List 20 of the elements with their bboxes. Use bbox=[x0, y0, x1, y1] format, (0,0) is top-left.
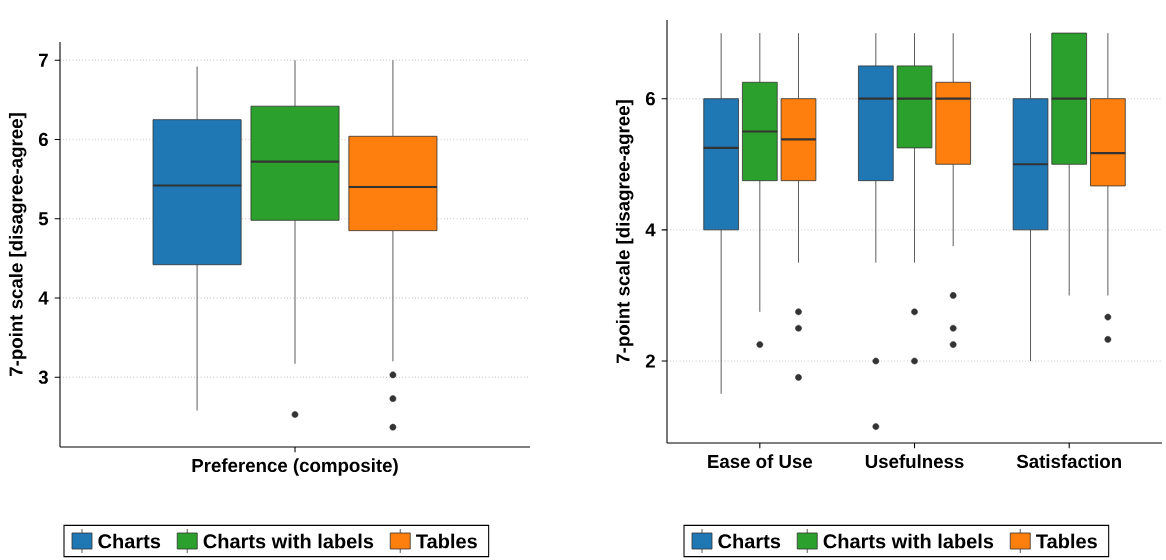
legend-label: Tables bbox=[416, 533, 477, 549]
y-tick-label: 3 bbox=[38, 370, 48, 384]
x-tick-label: Preference (composite) bbox=[192, 458, 398, 476]
y-tick-label: 4 bbox=[645, 223, 656, 237]
legend-label: Tables bbox=[1036, 533, 1097, 549]
y-tick-label: 2 bbox=[645, 354, 655, 368]
legend-label: Charts bbox=[98, 533, 161, 549]
x-tick-label: Usefulness bbox=[865, 454, 964, 469]
legend-label: Charts with labels bbox=[203, 533, 374, 549]
legend-label: Charts bbox=[718, 533, 781, 549]
y-tick-label: 6 bbox=[645, 92, 655, 106]
y-axis-title: 7-point scale [disagree-agree] bbox=[615, 100, 634, 363]
legend-label: Charts with labels bbox=[823, 533, 994, 549]
y-axis-title: 7-point scale [disagree-agree] bbox=[8, 113, 27, 376]
y-tick-label: 5 bbox=[38, 212, 49, 226]
y-tick-label: 4 bbox=[38, 291, 49, 305]
y-tick-label: 7 bbox=[39, 53, 48, 67]
x-tick-label: Ease of Use bbox=[708, 454, 813, 469]
x-tick-label: Satisfaction bbox=[1016, 454, 1121, 469]
y-tick-label: 6 bbox=[38, 132, 48, 147]
